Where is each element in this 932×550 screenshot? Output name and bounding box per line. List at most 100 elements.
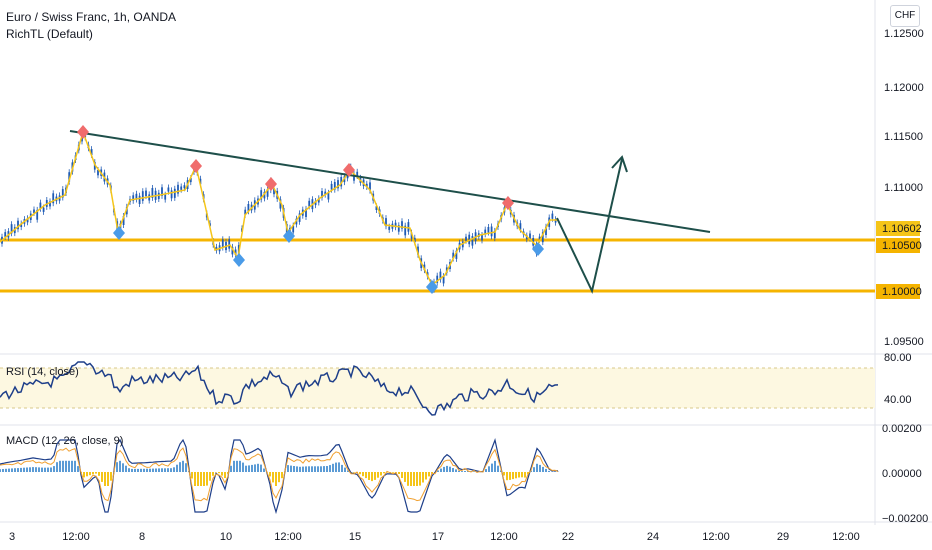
indicator-title[interactable]: RichTL (Default) <box>6 27 93 41</box>
pivot-high-marker[interactable] <box>190 159 202 173</box>
time-tick: 17 <box>432 531 444 543</box>
macd-bar <box>449 466 451 472</box>
macd-bar <box>464 471 466 472</box>
pivot-low-marker[interactable] <box>532 242 544 256</box>
macd-bar <box>8 468 10 472</box>
macd-bar <box>257 463 259 472</box>
macd-bar <box>89 472 91 476</box>
price-tick: 1.12500 <box>884 28 924 40</box>
macd-tick: 0.00200 <box>882 423 922 435</box>
price-line <box>0 129 558 287</box>
macd-bar <box>398 472 400 474</box>
macd-bar <box>488 466 490 472</box>
macd-bar <box>5 468 7 472</box>
macd-bar <box>524 472 526 478</box>
macd-bar <box>500 470 502 472</box>
macd-bar <box>518 472 520 478</box>
macd-bar <box>260 464 262 472</box>
macd-bar <box>107 472 109 486</box>
macd-bar <box>179 462 181 472</box>
macd-bar <box>173 467 175 472</box>
macd-bar <box>245 465 247 472</box>
macd-bar <box>368 472 370 480</box>
macd-bar <box>392 472 394 473</box>
macd-bar <box>20 467 22 472</box>
macd-bar <box>299 466 301 472</box>
macd-bar <box>401 472 403 478</box>
macd-bar <box>485 469 487 472</box>
time-tick: 12:00 <box>832 531 860 543</box>
macd-bar <box>119 460 121 472</box>
macd-bar <box>86 472 88 477</box>
macd-bar <box>14 468 16 472</box>
rsi-band <box>0 368 875 408</box>
macd-bar <box>521 472 523 478</box>
pivot-high-marker[interactable] <box>77 125 89 139</box>
macd-bar <box>494 460 496 472</box>
macd-bar <box>158 468 160 472</box>
macd-bar <box>317 466 319 472</box>
macd-bar <box>62 460 64 472</box>
macd-bar <box>545 468 547 472</box>
current-price-label: 1.10602 <box>882 223 922 235</box>
pivot-low-marker[interactable] <box>283 229 295 243</box>
projection-path[interactable] <box>556 158 623 295</box>
macd-bar <box>458 470 460 472</box>
macd-bar <box>338 462 340 472</box>
macd-bar <box>239 460 241 472</box>
macd-histogram <box>0 460 559 486</box>
macd-bar <box>23 467 25 472</box>
macd-bar <box>527 472 529 475</box>
macd-bar <box>287 465 289 472</box>
macd-bar <box>209 472 211 481</box>
macd-bar <box>329 465 331 472</box>
pivot-high-marker[interactable] <box>265 177 277 191</box>
chart-legend: Euro / Swiss Franc, 1h, OANDA RichTL (De… <box>6 9 176 43</box>
macd-bar <box>155 468 157 472</box>
macd-bar <box>431 472 433 474</box>
rsi-line <box>0 361 559 416</box>
macd-bar <box>164 468 166 472</box>
symbol-title[interactable]: Euro / Swiss Franc, 1h, OANDA <box>6 10 177 24</box>
macd-bar <box>353 472 355 473</box>
macd-bar <box>35 467 37 472</box>
price-axis[interactable]: 1.12500 1.12000 1.11500 1.11000 1.09500 <box>884 28 924 348</box>
price-tick: 1.09500 <box>884 336 924 348</box>
macd-bar <box>254 464 256 472</box>
macd-bar <box>116 462 118 472</box>
macd-bar <box>218 472 220 474</box>
macd-bar <box>65 460 67 472</box>
time-axis[interactable]: 3 12:00 8 10 12:00 15 17 12:00 22 24 12:… <box>9 531 860 543</box>
macd-bar <box>302 466 304 472</box>
macd-bar <box>29 467 31 472</box>
pivot-low-marker[interactable] <box>113 226 125 240</box>
pivot-high-marker[interactable] <box>502 196 514 210</box>
pivot-low-marker[interactable] <box>426 280 438 294</box>
macd-bar <box>503 472 505 476</box>
macd-bar <box>11 468 13 472</box>
macd-bar <box>305 466 307 472</box>
macd-bar <box>248 465 250 472</box>
macd-bar <box>332 463 334 472</box>
macd-bar <box>491 463 493 472</box>
macd-bar <box>467 470 469 472</box>
macd-bar <box>497 465 499 472</box>
descending-trendline[interactable] <box>69 130 711 233</box>
macd-bar <box>110 472 112 481</box>
pivot-low-marker[interactable] <box>233 253 245 267</box>
pivot-high-marker[interactable] <box>343 163 355 177</box>
macd-bar <box>293 466 295 472</box>
macd-bar <box>386 472 388 473</box>
macd-bar <box>95 472 97 474</box>
macd-bar <box>212 472 214 476</box>
currency-button[interactable]: CHF <box>890 5 920 27</box>
macd-bar <box>410 472 412 486</box>
macd-bar <box>425 472 427 480</box>
time-tick: 24 <box>647 531 659 543</box>
macd-bar <box>413 472 415 486</box>
macd-signal-line <box>0 447 559 502</box>
macd-bar <box>233 460 235 472</box>
macd-bar <box>419 472 421 486</box>
macd-bar <box>311 466 313 472</box>
